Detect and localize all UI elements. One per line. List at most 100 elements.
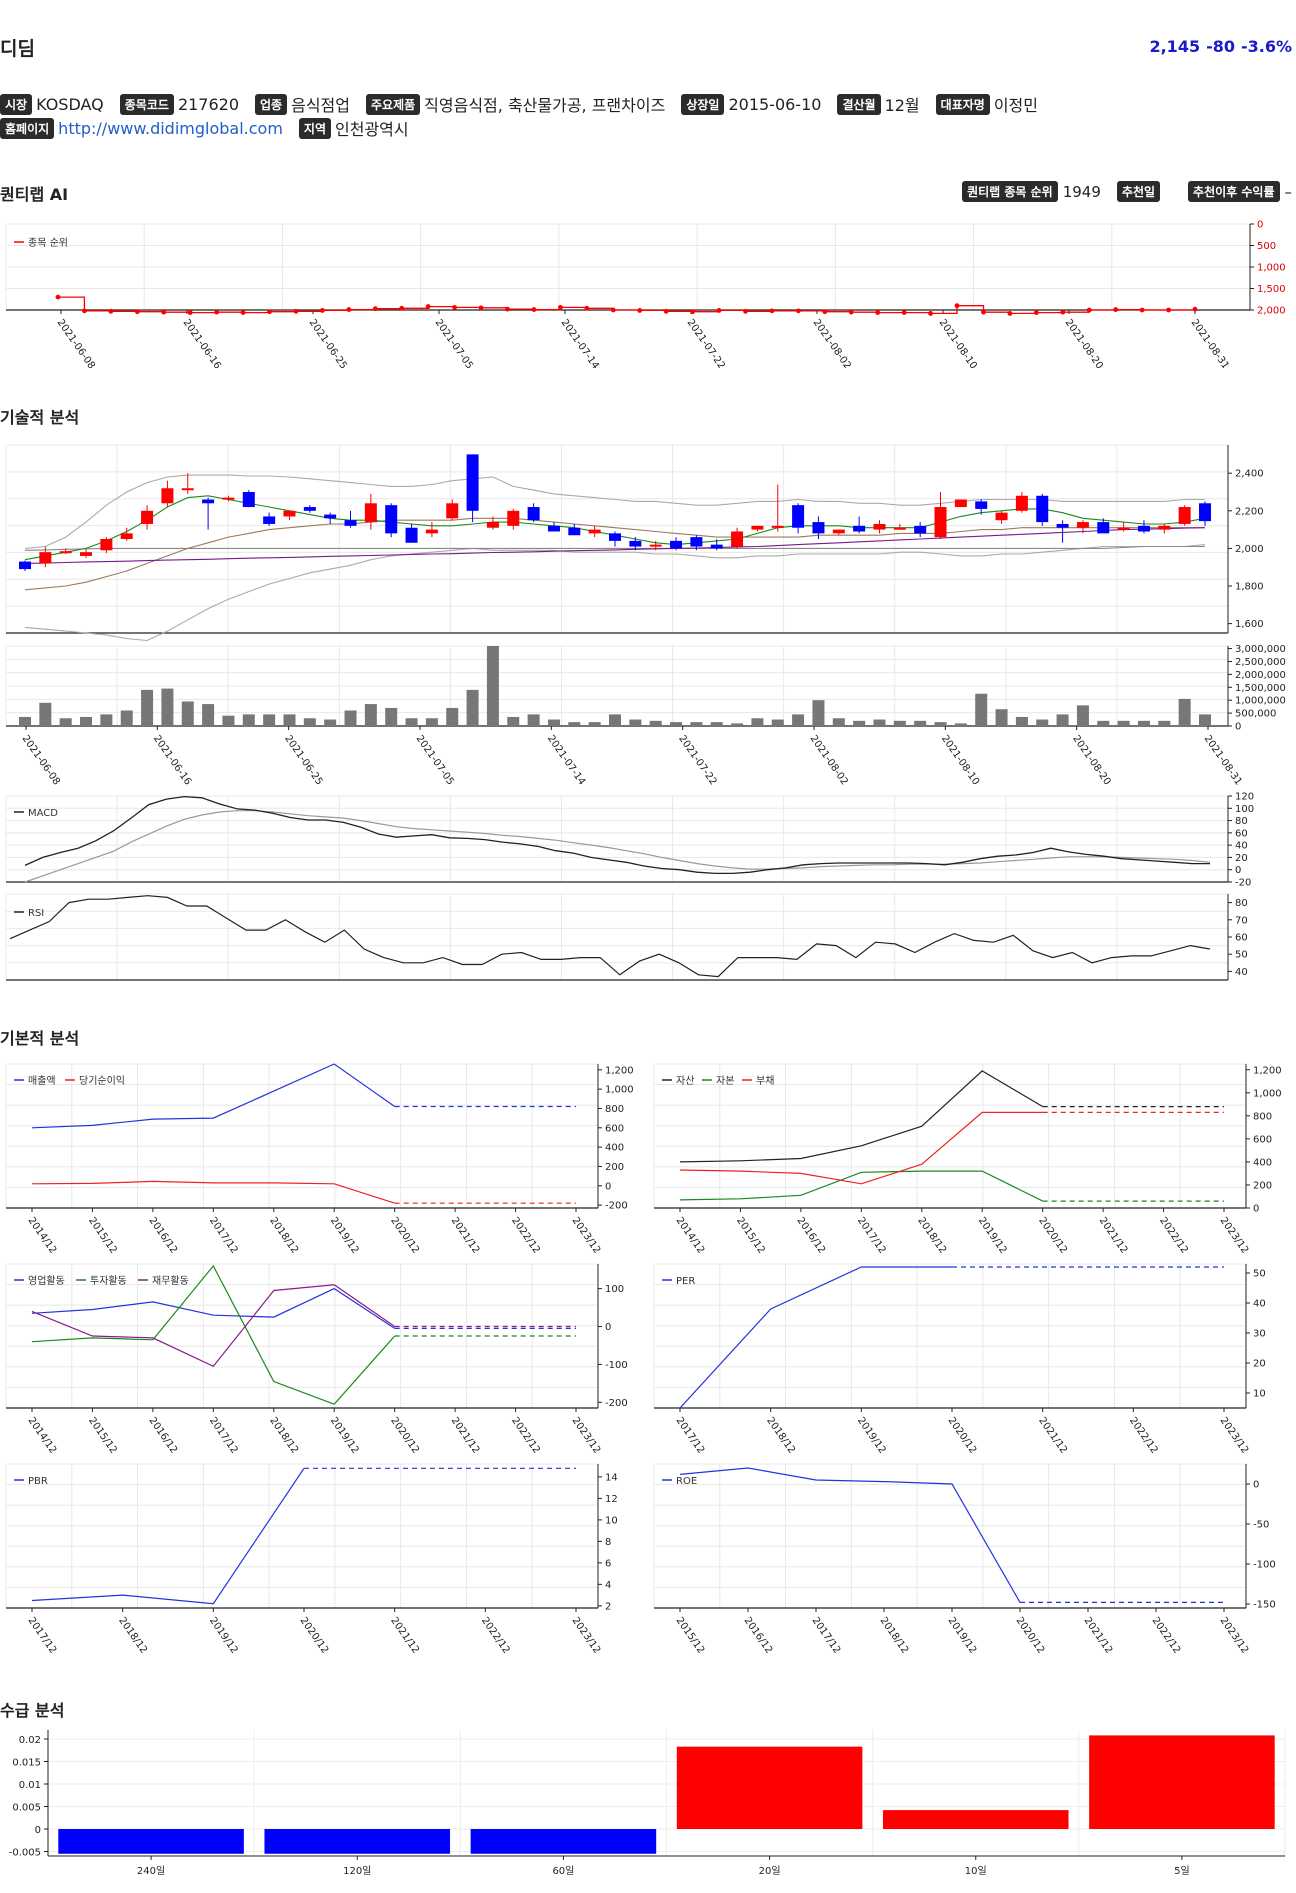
volume-bar xyxy=(832,718,845,726)
ma-purple-line xyxy=(24,527,1206,564)
candle-body xyxy=(568,527,581,536)
candle-body xyxy=(59,551,72,554)
rank-point xyxy=(240,310,246,315)
rank-point xyxy=(478,305,484,311)
candle-body xyxy=(629,540,642,547)
rank-point xyxy=(320,308,325,313)
x-tick-label: 2016/12 xyxy=(146,1215,179,1255)
rank-point xyxy=(716,308,722,313)
x-tick-label: 2020/12 xyxy=(1014,1615,1047,1655)
x-tick-label: 10일 xyxy=(965,1865,987,1877)
volume-bar xyxy=(568,722,581,726)
y-tick-label: 60 xyxy=(1235,828,1248,839)
quantilab-title: 퀀티랩 AI xyxy=(0,185,69,204)
candle-body xyxy=(588,529,601,534)
series-line xyxy=(679,1070,1044,1163)
product-value: 직영음식점, 축산물가공, 프랜차이즈 xyxy=(424,96,666,115)
x-tick-label: 2021-06-08 xyxy=(55,317,97,368)
ma-gray-line xyxy=(24,545,1205,551)
y-tick-label: 800 xyxy=(605,1104,624,1115)
candle-body xyxy=(507,510,520,526)
rank-point xyxy=(848,309,854,315)
y-tick-label: 1,600 xyxy=(1235,619,1264,630)
x-tick-label: 2021/12 xyxy=(388,1615,421,1655)
y-tick-label: 20 xyxy=(1235,853,1248,864)
rank-point xyxy=(108,308,114,314)
candle-body xyxy=(1097,522,1110,534)
y-tick-label: 30 xyxy=(1253,1329,1266,1340)
homepage-tag: 홈페이지 xyxy=(0,117,55,139)
candle-body xyxy=(710,544,723,549)
rank-point xyxy=(901,310,907,315)
rank-point xyxy=(134,309,140,315)
volume-bar xyxy=(1015,716,1028,726)
recommend-date-tag: 추천일 xyxy=(1116,181,1161,202)
x-tick-label: 2020/12 xyxy=(946,1415,979,1455)
x-tick-label: 2021-07-22 xyxy=(676,733,718,787)
y-tick-label: 80 xyxy=(1235,816,1248,827)
pbr-chart: 2 4 6 8 10 12 14 2017/12 2018/12 2019/12 2020/12 20… xyxy=(5,1463,618,1656)
code-tag: 종목코드 xyxy=(119,93,174,115)
candle-body xyxy=(385,505,398,534)
volume-bar xyxy=(507,716,520,726)
rsi-line xyxy=(9,895,1211,978)
cashflow-chart: -200 -100 0 100 2014/12 2015/12 2016/12 2017/12… xyxy=(5,1263,628,1456)
volume-bar xyxy=(181,701,194,726)
price-block: 2,145 -80 -3.6% xyxy=(1143,37,1292,56)
x-tick-label: 2021-08-02 xyxy=(808,733,850,787)
x-tick-label: 2016/12 xyxy=(794,1215,827,1255)
rank-point xyxy=(610,307,616,313)
homepage-link[interactable]: http://www.didimglobal.com xyxy=(58,118,283,138)
candle-body xyxy=(954,499,967,508)
candle-body xyxy=(202,499,215,504)
series-line xyxy=(31,1180,395,1204)
volume-bar xyxy=(812,700,825,726)
x-tick-label: 2022/12 xyxy=(509,1415,542,1455)
y-tick-label: -150 xyxy=(1253,1600,1276,1611)
x-tick-label: 2020/12 xyxy=(388,1215,421,1255)
y-tick-label: 0 xyxy=(1253,1204,1259,1215)
x-tick-label: 2017/12 xyxy=(207,1215,240,1255)
y-tick-label: 1,000 xyxy=(605,1085,634,1096)
candle-body xyxy=(731,531,744,547)
candle-body xyxy=(324,514,337,519)
y-tick-label: 50 xyxy=(1235,950,1248,961)
candle-body xyxy=(771,525,784,528)
candle-body xyxy=(1178,507,1191,524)
x-tick-label: 2022/12 xyxy=(509,1215,542,1255)
y-tick-label: 0 xyxy=(1257,220,1263,231)
candle-body xyxy=(141,510,154,524)
return-value: – xyxy=(1284,182,1293,201)
x-tick-label: 2022/12 xyxy=(1150,1615,1183,1655)
x-tick-label: 2021/12 xyxy=(1097,1215,1130,1255)
y-tick-label: 1,200 xyxy=(605,1065,634,1076)
candle-body xyxy=(934,507,947,538)
volume-bar xyxy=(303,718,316,726)
x-tick-label: 2020/12 xyxy=(388,1415,421,1455)
volume-bar xyxy=(486,646,499,726)
y-tick-label: -0.005 xyxy=(9,1848,41,1859)
macd-line xyxy=(24,795,1210,875)
industry-value: 음식점업 xyxy=(291,96,350,115)
legend-label: 자산 xyxy=(676,1075,694,1087)
candle-body xyxy=(446,503,459,519)
y-tick-label: 14 xyxy=(605,1472,618,1483)
x-tick-label: 2019/12 xyxy=(328,1415,361,1455)
y-tick-label: 600 xyxy=(605,1123,624,1134)
supply-bar xyxy=(676,1746,863,1829)
rank-point xyxy=(795,308,801,314)
x-tick-label: 2021-08-31 xyxy=(1202,733,1244,787)
x-tick-label: 2023/12 xyxy=(570,1415,603,1455)
volume-bar xyxy=(629,719,642,726)
region-value: 인천광역시 xyxy=(335,120,409,139)
volume-bar xyxy=(283,714,296,726)
legend-label: ROE xyxy=(676,1476,697,1487)
rank-point xyxy=(1033,310,1039,315)
market-value: KOSDAQ xyxy=(36,94,104,114)
volume-bar xyxy=(466,689,479,726)
per-chart: 10 20 30 40 50 2017/12 2018/12 2019/12 2020/12 20… xyxy=(653,1263,1266,1456)
rank-point xyxy=(372,306,378,312)
listed-tag: 상장일 xyxy=(681,93,725,115)
volume-bar xyxy=(893,720,906,726)
y-tick-label: 1,800 xyxy=(1235,582,1264,593)
